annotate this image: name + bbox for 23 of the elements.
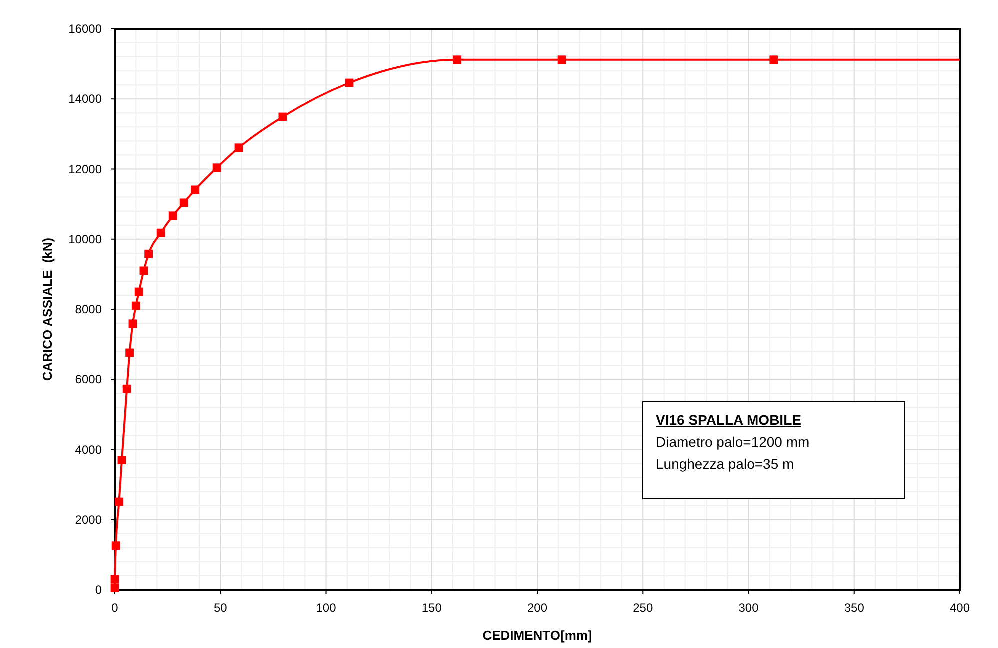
x-tick-label: 50 xyxy=(214,601,228,615)
y-tick-label: 4000 xyxy=(75,442,102,457)
x-tick-label: 150 xyxy=(422,601,442,615)
x-tick-label: 350 xyxy=(844,601,865,615)
y-tick-label: 16000 xyxy=(68,22,102,36)
y-axis-title: CARICO ASSIALE (kN) xyxy=(40,238,55,382)
y-tick-label: 2000 xyxy=(75,512,102,527)
y-tick-label: 6000 xyxy=(75,372,102,387)
y-tick-label: 8000 xyxy=(75,302,102,316)
annotation: Diametro palo=1200 mm xyxy=(656,434,810,450)
annotation: Lunghezza palo=35 m xyxy=(656,456,794,472)
annotation: VI16 SPALLA MOBILE xyxy=(656,412,802,428)
y-tick-label: 12000 xyxy=(68,162,102,176)
x-tick-label: 250 xyxy=(633,601,654,615)
x-tick-label: 200 xyxy=(527,601,548,615)
y-tick-label: 10000 xyxy=(68,232,102,246)
y-tick-label: 0 xyxy=(95,583,102,597)
y-tick-label: 14000 xyxy=(68,92,102,106)
x-tick-label: 400 xyxy=(950,601,970,615)
x-tick-label: 0 xyxy=(112,601,119,615)
x-axis-title: CEDIMENTO[mm] xyxy=(482,628,592,643)
x-tick-label: 100 xyxy=(316,601,337,615)
x-tick-label: 300 xyxy=(738,601,760,615)
